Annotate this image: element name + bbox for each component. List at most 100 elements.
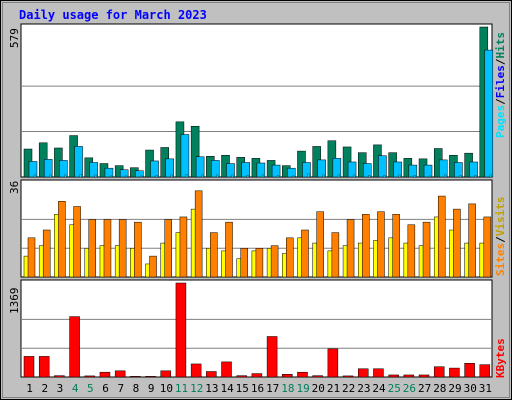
bar-sites-day-23 (362, 214, 370, 278)
legend-sep-2: / (494, 58, 507, 65)
panel-hits-files-pages (20, 23, 493, 178)
bar-kbytes-day-31 (479, 364, 491, 378)
bar-files-day-21 (332, 158, 342, 178)
x-tick-label-day-24: 24 (372, 382, 386, 395)
bar-sites-day-5 (88, 219, 97, 278)
x-tick-label-day-14: 14 (220, 382, 234, 395)
bar-kbytes-day-19 (297, 371, 308, 378)
legend-files: Files (494, 65, 507, 98)
bar-files-day-5 (89, 162, 99, 178)
x-tick-label-day-26: 26 (403, 382, 416, 395)
x-tick-label-day-13: 13 (205, 382, 218, 395)
bar-sites-day-21 (331, 232, 340, 278)
bar-files-day-14 (226, 163, 235, 178)
bar-kbytes-day-17 (266, 336, 278, 378)
bar-pages-day-28 (444, 174, 447, 178)
bar-sites-day-24 (377, 211, 385, 278)
x-tick-label-day-7: 7 (117, 382, 124, 395)
bar-pages-day-2 (49, 174, 52, 178)
x-tick-label-day-4: 4 (72, 382, 79, 395)
bar-files-day-19 (302, 162, 311, 178)
bar-pages-day-15 (246, 175, 249, 178)
x-tick-label-day-2: 2 (41, 382, 48, 395)
bar-kbytes-day-22 (342, 375, 354, 378)
x-tick-label-day-17: 17 (266, 382, 279, 395)
bar-files-day-30 (469, 161, 478, 178)
x-tick-label-day-27: 27 (418, 382, 431, 395)
bar-kbytes-day-11 (175, 282, 187, 378)
bar-pages-day-3 (64, 174, 67, 178)
bar-kbytes-day-10 (160, 370, 171, 378)
bar-pages-day-4 (79, 174, 82, 178)
bar-pages-day-1 (33, 174, 37, 178)
x-tick-label-day-18: 18 (281, 382, 294, 395)
bar-kbytes-day-12 (190, 363, 202, 378)
x-tick-label-day-22: 22 (342, 382, 355, 395)
bar-kbytes-day-23 (358, 368, 369, 378)
legend-sites: Sites (494, 243, 507, 276)
bar-sites-day-8 (134, 221, 142, 278)
chart-inner-border (2, 2, 510, 398)
bar-files-day-4 (74, 146, 83, 178)
y-max-label-kbytes: 1369 (8, 288, 21, 315)
bar-files-day-12 (195, 156, 205, 178)
bar-kbytes-day-14 (221, 361, 232, 378)
legend-sep-3: / (494, 236, 507, 243)
bar-sites-day-25 (392, 214, 400, 278)
x-tick-label-day-25: 25 (388, 382, 401, 395)
bar-files-day-1 (28, 161, 38, 178)
bar-sites-day-20 (316, 211, 324, 278)
bar-kbytes-day-5 (84, 375, 96, 378)
bar-kbytes-day-1 (23, 356, 35, 378)
bar-sites-day-19 (301, 229, 309, 278)
bar-pages-day-10 (170, 174, 173, 178)
bar-sites-day-12 (194, 190, 203, 278)
bar-files-day-9 (150, 160, 159, 178)
bar-sites-day-4 (73, 206, 81, 278)
bar-pages-day-25 (398, 174, 401, 178)
x-tick-label-day-8: 8 (133, 382, 140, 395)
bar-pages-day-7 (125, 175, 128, 178)
x-tick-label-day-28: 28 (433, 382, 446, 395)
bar-kbytes-day-3 (54, 375, 65, 378)
legend-sites-visits: Sites/Visits (494, 197, 507, 277)
bar-kbytes-day-20 (312, 375, 323, 378)
bar-pages-day-31 (489, 174, 492, 178)
bar-sites-day-10 (164, 219, 172, 278)
x-tick-label-day-15: 15 (236, 382, 249, 395)
bar-files-day-13 (211, 160, 220, 178)
bar-files-day-17 (271, 164, 281, 178)
x-tick-label-day-12: 12 (190, 382, 203, 395)
y-max-label-visits: 36 (8, 181, 21, 194)
bar-kbytes-day-24 (373, 368, 384, 378)
bar-pages-day-11 (185, 174, 189, 178)
x-axis-day-labels: 1 2 3 4 5 6 7 8 9 10 11 12 13 14 15 16 17 18 19 20 21 22 23 24 2… (26, 382, 492, 395)
bar-pages-day-23 (368, 175, 371, 178)
bar-kbytes-day-27 (418, 374, 430, 378)
bar-kbytes-day-28 (433, 366, 445, 378)
x-tick-label-day-21: 21 (327, 382, 340, 395)
panel-kbytes (20, 279, 493, 378)
bar-files-day-29 (454, 162, 463, 178)
bar-kbytes-day-18 (282, 374, 293, 378)
bar-files-day-2 (43, 159, 53, 178)
bar-files-day-15 (241, 162, 250, 178)
bar-kbytes-day-7 (114, 370, 126, 378)
bar-sites-day-13 (210, 232, 218, 278)
bar-files-day-7 (119, 169, 129, 178)
bar-kbytes-day-2 (38, 356, 50, 378)
bar-sites-day-17 (270, 245, 279, 278)
bar-pages-day-16 (261, 174, 265, 178)
bar-kbytes-day-26 (403, 374, 415, 378)
bar-sites-day-27 (422, 221, 431, 278)
chart-title: Daily usage for March 2023 (19, 8, 207, 22)
x-tick-label-day-11: 11 (175, 382, 188, 395)
x-tick-label-day-23: 23 (357, 382, 370, 395)
bar-pages-day-6 (109, 175, 113, 178)
bar-sites-day-31 (483, 216, 492, 278)
bar-files-day-25 (393, 161, 402, 178)
bar-sites-day-14 (225, 221, 233, 278)
bar-kbytes-day-29 (449, 367, 460, 378)
bar-files-day-3 (59, 160, 68, 178)
